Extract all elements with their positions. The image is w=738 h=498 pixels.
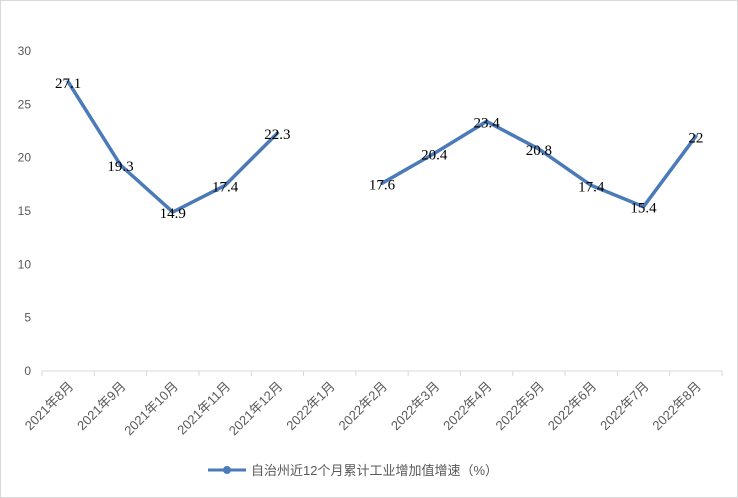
x-tick-label: 2021年12月 [226, 379, 286, 439]
data-label: 20.4 [421, 147, 448, 163]
x-tick-label: 2022年7月 [597, 379, 652, 434]
x-tick-label: 2022年3月 [388, 379, 443, 434]
data-label: 17.4 [212, 179, 239, 195]
x-axis-ticks: 2021年8月2021年9月2021年10月2021年11月2021年12月20… [22, 379, 704, 439]
legend-dot-marker [223, 466, 231, 474]
y-tick-label: 15 [18, 204, 32, 218]
data-label: 15.4 [630, 201, 657, 217]
data-label: 20.8 [526, 143, 552, 159]
y-tick-label: 0 [24, 364, 31, 378]
legend: 自治州近12个月累计工业增加值增速（%） [208, 463, 498, 478]
x-tick-label: 2022年6月 [545, 379, 600, 434]
data-labels: 27.1 19.3 14.9 17.4 22.3 17.6 20.4 23.4 20.8 17.4… [55, 76, 703, 222]
x-tick-label: 2022年2月 [336, 379, 391, 434]
x-axis-tick-marks [41, 371, 723, 376]
x-tick-label: 2022年8月 [649, 379, 704, 434]
data-label: 17.4 [578, 179, 605, 195]
data-label: 17.6 [369, 177, 396, 193]
x-tick-label: 2022年4月 [440, 379, 495, 434]
x-tick-label: 2021年8月 [22, 379, 77, 434]
x-tick-label: 2021年11月 [174, 379, 233, 438]
series-line [66, 80, 698, 214]
x-tick-label: 2021年9月 [74, 379, 129, 434]
y-tick-label: 25 [18, 97, 32, 111]
x-tick-label: 2022年1月 [283, 379, 338, 434]
data-label: 14.9 [160, 206, 186, 222]
legend-label: 自治州近12个月累计工业增加值增速（%） [251, 463, 498, 478]
data-label: 23.4 [473, 115, 500, 131]
data-label: 19.3 [107, 159, 133, 175]
y-tick-label: 5 [24, 311, 31, 325]
data-label: 22.3 [264, 127, 290, 143]
y-tick-label: 20 [18, 151, 32, 165]
y-tick-label: 10 [18, 257, 32, 271]
x-tick-label: 2021年10月 [121, 379, 181, 439]
data-label: 27.1 [55, 76, 81, 92]
x-tick-label: 2022年5月 [492, 379, 547, 434]
data-label: 22 [688, 130, 703, 146]
y-axis-ticks: 0 5 10 15 20 25 30 [18, 44, 32, 378]
y-tick-label: 30 [18, 44, 32, 58]
